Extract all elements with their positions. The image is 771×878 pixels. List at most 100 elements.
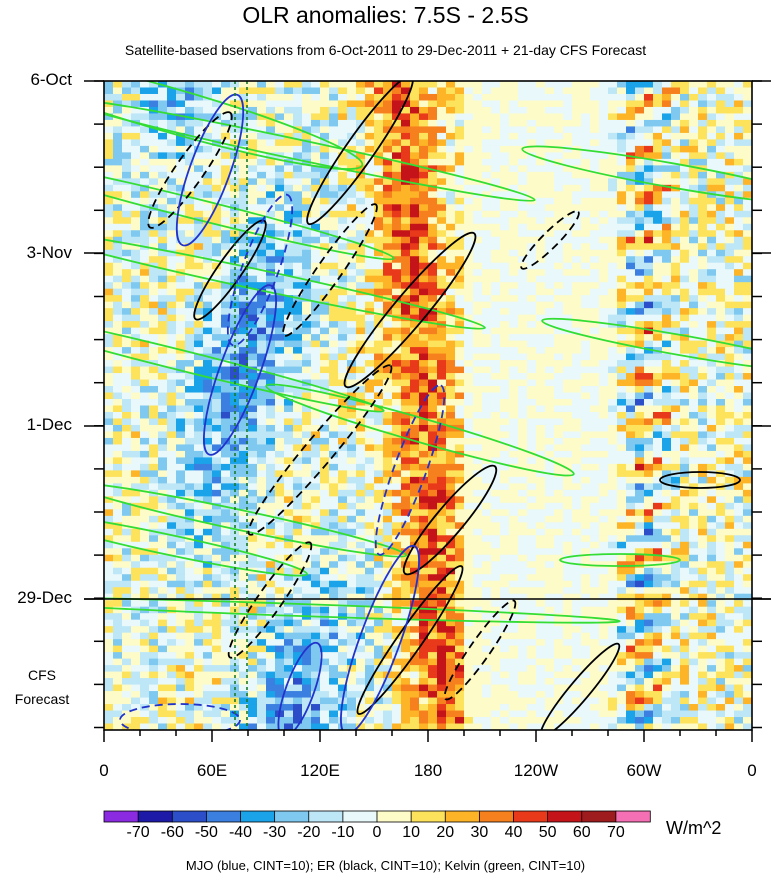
heatmap-cell xyxy=(140,496,150,504)
heatmap-cell xyxy=(275,178,285,186)
heatmap-cell xyxy=(266,373,276,381)
heatmap-cell xyxy=(311,386,321,394)
heatmap-cell xyxy=(527,392,537,400)
heatmap-cell xyxy=(230,509,240,517)
heatmap-cell xyxy=(149,366,159,374)
heatmap-cell xyxy=(230,340,240,348)
heatmap-cell xyxy=(248,288,258,296)
heatmap-cell xyxy=(311,463,321,471)
heatmap-cell xyxy=(320,184,330,192)
heatmap-cell xyxy=(626,450,636,459)
heatmap-cell xyxy=(374,145,384,153)
heatmap-cell xyxy=(590,87,600,95)
heatmap-cell xyxy=(707,81,717,89)
heatmap-cell xyxy=(653,373,663,381)
heatmap-cell xyxy=(410,113,420,121)
heatmap-cell xyxy=(329,100,339,108)
heatmap-cell xyxy=(446,489,456,497)
heatmap-cell xyxy=(662,262,672,270)
heatmap-cell xyxy=(158,171,168,179)
heatmap-cell xyxy=(167,470,177,478)
heatmap-cell xyxy=(140,334,150,342)
heatmap-cell xyxy=(212,327,222,335)
heatmap-cell xyxy=(644,399,654,407)
heatmap-cell xyxy=(464,392,474,400)
heatmap-cell xyxy=(149,386,159,394)
heatmap-cell xyxy=(572,184,582,192)
heatmap-cell xyxy=(158,379,168,387)
heatmap-cell xyxy=(671,145,681,153)
heatmap-cell xyxy=(518,243,528,251)
heatmap-cell xyxy=(662,236,672,244)
heatmap-cell xyxy=(185,522,195,530)
heatmap-cell xyxy=(221,106,231,115)
heatmap-cell xyxy=(608,87,618,95)
heatmap-cell xyxy=(554,496,564,504)
heatmap-cell xyxy=(500,165,510,173)
heatmap-cell xyxy=(275,379,285,387)
heatmap-cell xyxy=(113,463,123,471)
heatmap-cell xyxy=(599,171,609,179)
heatmap-cell xyxy=(257,528,267,536)
heatmap-cell xyxy=(572,126,582,134)
heatmap-cell xyxy=(176,418,186,426)
heatmap-cell xyxy=(608,476,618,484)
heatmap-cell xyxy=(257,275,267,283)
heatmap-cell xyxy=(491,457,501,465)
heatmap-cell xyxy=(662,373,672,381)
heatmap-cell xyxy=(113,178,123,186)
heatmap-cell xyxy=(176,444,186,452)
heatmap-cell xyxy=(266,301,276,309)
heatmap-cell xyxy=(743,243,752,251)
heatmap-cell xyxy=(599,321,609,329)
heatmap-cell xyxy=(671,139,681,147)
heatmap-cell xyxy=(338,223,348,231)
heatmap-cell xyxy=(608,496,618,504)
heatmap-cell xyxy=(275,463,285,471)
heatmap-cell xyxy=(572,197,582,205)
heatmap-cell xyxy=(320,327,330,335)
heatmap-cell xyxy=(491,191,501,199)
heatmap-cell xyxy=(320,405,330,413)
heatmap-cell xyxy=(464,243,474,251)
heatmap-cell xyxy=(320,93,330,102)
heatmap-cell xyxy=(473,360,483,368)
heatmap-cell xyxy=(320,178,330,186)
heatmap-cell xyxy=(428,314,438,322)
heatmap-cell xyxy=(347,515,357,523)
heatmap-cell xyxy=(554,106,564,115)
heatmap-cell xyxy=(374,191,384,199)
heatmap-cell xyxy=(446,178,456,186)
heatmap-cell xyxy=(212,366,222,374)
heatmap-cell xyxy=(698,282,708,290)
heatmap-cell xyxy=(374,282,384,290)
heatmap-cell xyxy=(536,366,546,374)
heatmap-cell xyxy=(140,217,150,225)
heatmap-cell xyxy=(455,353,465,361)
heatmap-cell xyxy=(707,184,717,192)
heatmap-cell xyxy=(176,502,186,510)
heatmap-cell xyxy=(527,424,537,433)
heatmap-cell xyxy=(401,327,411,335)
heatmap-cell xyxy=(140,386,150,394)
heatmap-cell xyxy=(266,502,276,510)
heatmap-cell xyxy=(626,269,636,277)
heatmap-cell xyxy=(572,81,582,89)
heatmap-cell xyxy=(716,236,726,244)
heatmap-cell xyxy=(617,502,627,510)
heatmap-cell xyxy=(608,360,618,368)
heatmap-cell xyxy=(356,502,366,510)
heatmap-cell xyxy=(284,178,294,186)
heatmap-cell xyxy=(104,509,114,517)
heatmap-cell xyxy=(140,119,150,128)
heatmap-cell xyxy=(266,295,276,303)
heatmap-cell xyxy=(113,243,123,251)
heatmap-cell xyxy=(311,217,321,225)
heatmap-cell xyxy=(464,470,474,478)
heatmap-cell xyxy=(590,450,600,459)
heatmap-cell xyxy=(203,308,213,316)
heatmap-cell xyxy=(212,379,222,387)
heatmap-cell xyxy=(716,165,726,173)
heatmap-cell xyxy=(707,152,717,160)
heatmap-cell xyxy=(644,347,654,355)
